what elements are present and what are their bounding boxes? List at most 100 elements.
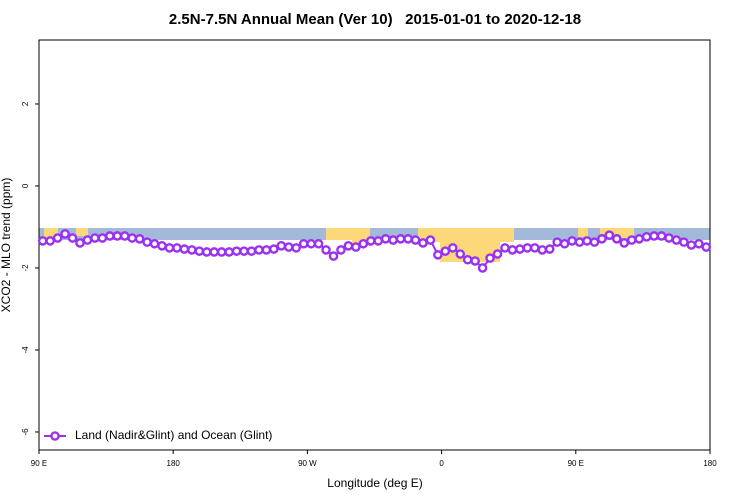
data-point xyxy=(283,242,294,252)
land-ocean-strip xyxy=(39,228,710,262)
data-point xyxy=(664,233,674,243)
x-tick-label: 180 xyxy=(703,459,717,468)
data-point xyxy=(60,229,70,239)
data-point xyxy=(656,231,667,241)
data-point xyxy=(172,243,182,253)
data-point xyxy=(515,244,525,254)
data-point xyxy=(440,246,451,256)
data-point xyxy=(574,237,585,247)
data-point xyxy=(358,238,369,249)
data-point xyxy=(157,241,167,251)
data-point xyxy=(425,235,436,245)
data-point xyxy=(649,231,659,241)
data-point xyxy=(45,236,55,246)
data-point xyxy=(694,238,704,249)
data-point xyxy=(388,235,398,245)
data-point xyxy=(522,243,533,253)
y-tick-label: -4 xyxy=(21,346,30,354)
legend-label: Land (Nadir&Glint) and Ocean (Glint) xyxy=(75,428,272,442)
data-point xyxy=(604,230,615,240)
data-point xyxy=(634,234,644,244)
data-point xyxy=(373,236,384,246)
data-point xyxy=(462,254,473,265)
data-point xyxy=(612,234,622,244)
y-tick-label: -2 xyxy=(21,264,30,272)
data-point xyxy=(559,238,570,249)
data-point xyxy=(321,245,331,255)
data-point xyxy=(216,247,227,257)
data-point xyxy=(447,243,458,253)
data-point xyxy=(589,237,600,247)
y-tick-label: 0 xyxy=(21,183,30,188)
data-point xyxy=(261,245,272,255)
ocean-band xyxy=(39,228,710,240)
data-point xyxy=(477,263,488,273)
data-point xyxy=(142,237,152,247)
x-tick-label: 90 W xyxy=(298,459,317,468)
data-point xyxy=(470,256,480,266)
data-point xyxy=(395,234,406,244)
data-point xyxy=(306,238,316,249)
data-point xyxy=(75,238,85,248)
data-point xyxy=(410,235,421,245)
data-point xyxy=(276,241,287,251)
data-point xyxy=(365,236,376,246)
data-point xyxy=(105,231,115,241)
data-point xyxy=(127,233,137,243)
data-point xyxy=(679,237,689,247)
data-point xyxy=(90,233,100,243)
data-point xyxy=(433,250,443,260)
data-point xyxy=(194,246,205,256)
data-point xyxy=(254,245,264,255)
data-point xyxy=(582,236,592,246)
y-axis-label: XCO2 - MLO trend (ppm) xyxy=(0,178,13,313)
data-point xyxy=(567,236,577,246)
data-point xyxy=(552,237,562,247)
data-point xyxy=(239,246,249,256)
plot-frame xyxy=(38,39,711,451)
data-point xyxy=(701,242,712,252)
data-point xyxy=(544,244,555,254)
data-point xyxy=(686,240,697,250)
x-tick-label: 90 E xyxy=(31,459,47,468)
data-point xyxy=(626,235,637,245)
data-point xyxy=(492,249,503,259)
data-point xyxy=(201,247,212,257)
data-point xyxy=(537,245,548,255)
data-point xyxy=(112,231,123,241)
data-point xyxy=(164,243,175,253)
legend-marker xyxy=(50,431,60,441)
data-point xyxy=(485,253,495,263)
data-point xyxy=(313,238,324,249)
data-point xyxy=(500,243,510,253)
data-point xyxy=(52,233,63,243)
data-point xyxy=(336,245,346,255)
data-point xyxy=(343,241,354,251)
data-point xyxy=(231,246,242,256)
data-point xyxy=(671,235,682,245)
x-tick-label: 0 xyxy=(439,459,444,468)
data-point xyxy=(149,238,160,249)
data-point xyxy=(67,233,78,243)
data-point xyxy=(597,234,607,244)
data-point xyxy=(37,236,48,246)
data-point xyxy=(507,245,518,255)
data-point xyxy=(351,242,361,252)
data-point xyxy=(187,245,197,255)
data-point xyxy=(298,238,309,249)
data-point xyxy=(529,243,540,253)
data-point xyxy=(209,247,220,257)
data-point xyxy=(224,247,234,257)
x-axis-label: Longitude (deg E) xyxy=(327,476,422,490)
data-point xyxy=(246,246,257,256)
land-patch xyxy=(44,228,634,262)
data-point xyxy=(179,244,190,254)
data-point xyxy=(641,231,652,242)
data-point xyxy=(380,234,391,244)
data-point xyxy=(418,238,428,248)
x-tick-label: 180 xyxy=(167,459,181,468)
data-point xyxy=(119,231,130,241)
data-point xyxy=(328,251,339,261)
